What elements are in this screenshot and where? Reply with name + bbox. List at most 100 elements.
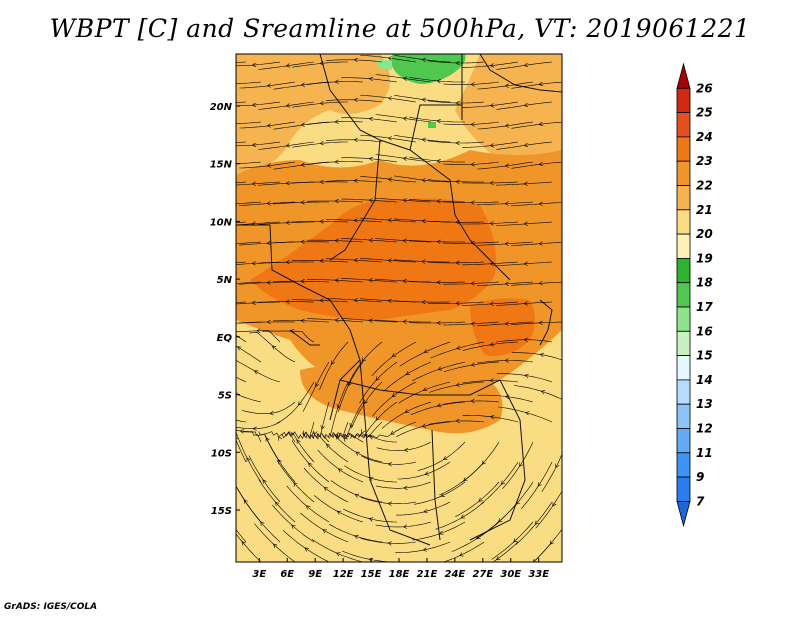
streamline-arrow-146 <box>423 349 429 353</box>
colorbar-swatch-4 <box>676 403 691 429</box>
streamline-arrow-154 <box>375 376 380 381</box>
colorbar-label-20: 20 <box>696 227 713 241</box>
streamline-arrow-8 <box>489 63 495 68</box>
streamline-arrow-23 <box>319 100 324 106</box>
streamline-arrow-48 <box>489 143 495 148</box>
streamline-arrow-7 <box>455 60 460 66</box>
streamline-arrow-255 <box>403 564 407 568</box>
streamline-arrow-114 <box>368 278 373 283</box>
streamline-arrow-2 <box>285 63 291 68</box>
streamline-arrow-74 <box>368 198 373 203</box>
streamline-arrow-60 <box>218 182 222 186</box>
y-tick-label-15N: 15N <box>210 160 233 171</box>
colorbar-label-7: 7 <box>696 494 705 508</box>
streamline-arrow-107 <box>455 260 460 265</box>
streamline-arrow-253 <box>335 552 341 557</box>
streamline-arrow-64 <box>353 178 358 183</box>
streamline-arrow-184 <box>361 429 366 434</box>
streamline-arrow-228 <box>497 518 503 523</box>
streamline-arrow-68 <box>489 180 494 186</box>
streamline-arrow-158 <box>504 358 509 363</box>
y-tick-label-20N: 20N <box>210 102 233 113</box>
colorbar-swatch-16 <box>676 112 691 138</box>
streamline-arrow-248 <box>495 556 501 561</box>
streamline-arrow-84 <box>353 218 358 223</box>
streamline-arrow-102 <box>285 259 290 265</box>
streamline-arrow-55 <box>402 156 408 161</box>
streamline-arrow-175 <box>404 408 410 413</box>
streamline-90 <box>236 241 262 245</box>
streamline-arrow-161 <box>253 370 259 375</box>
streamline-arrow-128 <box>489 301 494 306</box>
streamline-arrow-199 <box>555 463 560 469</box>
streamline-arrow-135 <box>402 319 407 324</box>
streamline-arrow-44 <box>353 137 358 143</box>
streamline-arrow-113 <box>334 278 339 283</box>
colorbar-extend-top <box>676 62 691 89</box>
x-tick-label-30E: 30E <box>500 569 521 580</box>
field-region-green-18 <box>392 54 466 84</box>
streamline-arrow-198 <box>519 462 524 468</box>
streamline-arrow-227 <box>460 514 466 519</box>
streamline-arrow-65 <box>387 177 393 182</box>
field-region-east-23 <box>470 298 535 356</box>
streamline-arrow-81 <box>251 221 256 226</box>
streamline-110 <box>236 281 262 284</box>
streamline-arrow-131 <box>266 319 271 325</box>
colorbar-swatch-6 <box>676 355 691 381</box>
colorbar-swatch-1 <box>676 476 691 502</box>
streamline-arrow-187 <box>455 418 460 424</box>
streamline-arrow-159 <box>539 352 545 358</box>
streamline-arrow-26 <box>421 97 427 102</box>
field-region-equatorial-22 <box>300 365 503 434</box>
streamline-100 <box>236 261 247 264</box>
x-tick-label-27E: 27E <box>472 569 493 580</box>
colorbar-label-24: 24 <box>696 130 713 144</box>
x-tick-label-18E: 18E <box>389 569 410 580</box>
streamline-arrow-97 <box>470 240 475 246</box>
streamline-arrow-238 <box>513 538 518 543</box>
streamline-arrow-256 <box>439 569 443 573</box>
streamline-180 <box>236 419 247 423</box>
streamline-arrow-169 <box>524 373 529 378</box>
streamline-arrow-66 <box>421 178 426 183</box>
streamline-arrow-4 <box>353 57 358 63</box>
streamline-arrow-43 <box>319 140 324 146</box>
colorbar-swatch-2 <box>676 452 691 478</box>
streamline-arrow-129 <box>523 301 528 306</box>
colorbar-label-17: 17 <box>696 300 713 314</box>
colorbar-label-21: 21 <box>696 203 713 217</box>
x-tick-label-15E: 15E <box>361 569 382 580</box>
streamline-arrow-6 <box>421 57 427 62</box>
streamline-arrow-164 <box>363 399 368 405</box>
streamline-arrow-61 <box>251 181 256 186</box>
streamline-arrow-208 <box>500 480 506 485</box>
streamline-60 <box>236 181 247 183</box>
streamline-arrow-236 <box>439 530 444 535</box>
streamline-arrow-51 <box>266 163 272 168</box>
streamline-arrow-78 <box>504 201 509 206</box>
streamline-arrow-125 <box>387 298 392 304</box>
streamline-arrow-21 <box>251 102 256 108</box>
streamlines <box>218 54 562 573</box>
colorbar-label-26: 26 <box>696 81 713 95</box>
streamline-arrow-18 <box>504 83 510 88</box>
streamline-arrow-250 <box>241 541 246 546</box>
streamline-arrow-220 <box>232 478 235 482</box>
streamline-arrow-123 <box>319 298 324 303</box>
streamline-arrow-222 <box>293 482 298 487</box>
streamline-120 <box>236 301 247 303</box>
streamline-arrow-231 <box>274 501 280 506</box>
streamline-arrow-115 <box>402 278 407 284</box>
streamline-arrow-241 <box>260 521 265 526</box>
streamline-arrow-92 <box>300 239 305 244</box>
streamline-arrow-204 <box>355 451 360 456</box>
streamline-arrow-177 <box>470 398 475 404</box>
streamline-arrow-12 <box>300 82 306 87</box>
streamline-arrow-41 <box>251 142 256 148</box>
streamline-arrow-168 <box>489 378 494 383</box>
colorbar-label-14: 14 <box>696 373 713 387</box>
streamline-arrow-217 <box>478 497 483 502</box>
streamline-arrow-29 <box>523 102 529 108</box>
streamline-arrow-136 <box>436 320 441 326</box>
